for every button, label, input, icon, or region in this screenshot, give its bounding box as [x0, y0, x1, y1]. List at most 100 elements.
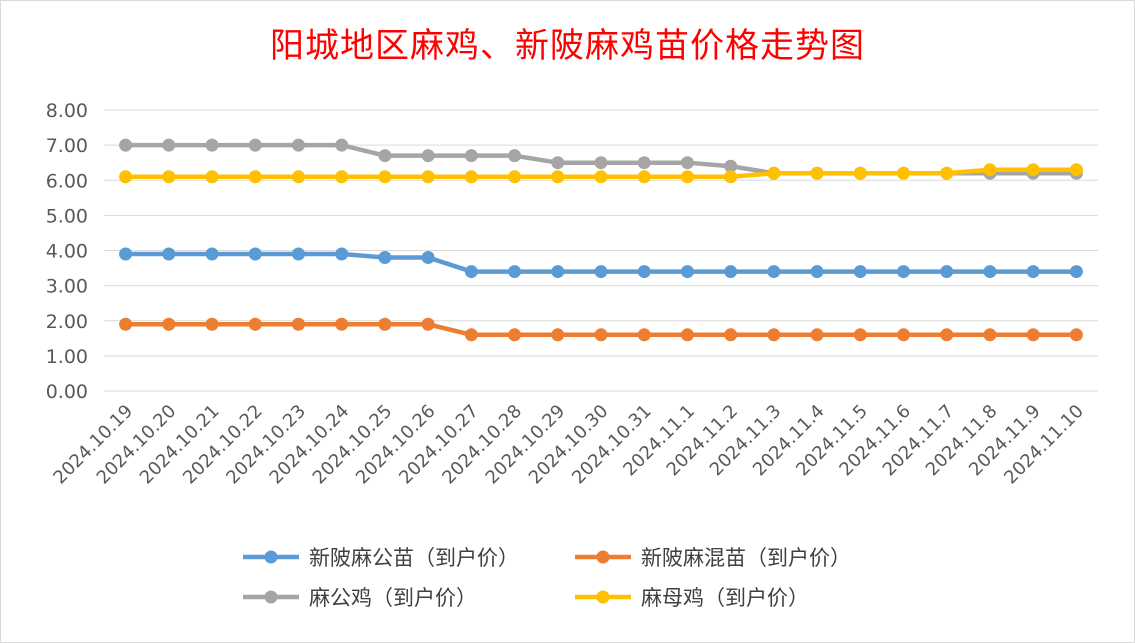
data-point [508, 265, 522, 279]
y-tick-label: 7.00 [46, 135, 88, 157]
data-point [162, 317, 176, 331]
data-point [940, 166, 954, 180]
data-point [205, 247, 219, 261]
y-tick-label: 2.00 [46, 311, 88, 333]
data-point [119, 138, 133, 152]
data-point [248, 170, 262, 184]
data-point [637, 328, 651, 342]
data-point [421, 170, 435, 184]
data-point [162, 138, 176, 152]
legend-label: 麻公鸡（到户价） [309, 586, 477, 610]
data-point [335, 138, 349, 152]
data-point [594, 170, 608, 184]
data-point [680, 156, 694, 170]
data-point [637, 265, 651, 279]
data-point [335, 317, 349, 331]
data-point [1069, 163, 1083, 177]
data-point [1026, 163, 1040, 177]
legend-item: 麻公鸡（到户价） [243, 586, 477, 610]
x-axis-ticks: 2024.10.192024.10.202024.10.212024.10.22… [49, 401, 1088, 489]
data-point [335, 170, 349, 184]
data-point [724, 328, 738, 342]
data-point [378, 170, 392, 184]
legend-label: 麻母鸡（到户价） [641, 586, 809, 610]
data-point [205, 138, 219, 152]
data-point [378, 251, 392, 265]
legend-swatch-marker [596, 590, 610, 604]
series-2 [119, 317, 1083, 342]
data-point [421, 149, 435, 163]
y-axis-ticks: 0.00 1.00 2.00 3.00 4.00 5.00 6.00 7.00 8.00 [46, 100, 88, 403]
data-point [551, 328, 565, 342]
data-point [810, 166, 824, 180]
data-point [767, 265, 781, 279]
data-point [1069, 265, 1083, 279]
data-point [464, 328, 478, 342]
legend-swatch-marker [596, 550, 610, 564]
data-point [464, 265, 478, 279]
data-point [551, 156, 565, 170]
data-point [594, 265, 608, 279]
series-group [119, 138, 1083, 342]
data-point [248, 247, 262, 261]
data-point [637, 170, 651, 184]
data-point [508, 328, 522, 342]
legend-item: 新陂麻混苗（到户价） [575, 546, 851, 570]
legend: 新陂麻公苗（到户价） 新陂麻混苗（到户价） 麻公鸡（到户价） 麻母鸡（到户价） [243, 546, 851, 610]
data-point [724, 159, 738, 173]
data-point [421, 317, 435, 331]
data-point [119, 170, 133, 184]
data-point [508, 149, 522, 163]
y-tick-label: 6.00 [46, 170, 88, 192]
series-4 [119, 163, 1083, 184]
legend-item: 新陂麻公苗（到户价） [243, 546, 519, 570]
data-point [983, 163, 997, 177]
data-point [421, 251, 435, 265]
data-point [594, 156, 608, 170]
data-point [680, 265, 694, 279]
data-point [508, 170, 522, 184]
data-point [119, 317, 133, 331]
data-point [464, 149, 478, 163]
data-point [291, 138, 305, 152]
data-point [1026, 265, 1040, 279]
chart-title: 阳城地区麻鸡、新陂麻鸡苗价格走势图 [270, 26, 865, 66]
legend-swatch-marker [264, 550, 278, 564]
data-point [897, 328, 911, 342]
data-point [378, 317, 392, 331]
data-point [680, 328, 694, 342]
data-point [724, 170, 738, 184]
data-point [897, 166, 911, 180]
data-point [248, 138, 262, 152]
data-point [767, 328, 781, 342]
data-point [897, 265, 911, 279]
data-point [464, 170, 478, 184]
data-point [853, 265, 867, 279]
data-point [1026, 328, 1040, 342]
y-tick-label: 5.00 [46, 205, 88, 227]
data-point [594, 328, 608, 342]
y-tick-label: 4.00 [46, 241, 88, 263]
data-point [119, 247, 133, 261]
data-point [767, 166, 781, 180]
data-point [983, 328, 997, 342]
data-point [680, 170, 694, 184]
legend-item: 麻母鸡（到户价） [575, 586, 809, 610]
data-point [162, 247, 176, 261]
data-point [983, 265, 997, 279]
data-point [291, 247, 305, 261]
data-point [378, 149, 392, 163]
data-point [940, 265, 954, 279]
data-point [551, 170, 565, 184]
data-point [810, 328, 824, 342]
data-point [335, 247, 349, 261]
data-point [940, 328, 954, 342]
data-point [637, 156, 651, 170]
data-point [205, 317, 219, 331]
data-point [205, 170, 219, 184]
y-tick-label: 3.00 [46, 276, 88, 298]
y-tick-label: 8.00 [46, 100, 88, 122]
y-tick-label: 1.00 [46, 346, 88, 368]
data-point [291, 170, 305, 184]
